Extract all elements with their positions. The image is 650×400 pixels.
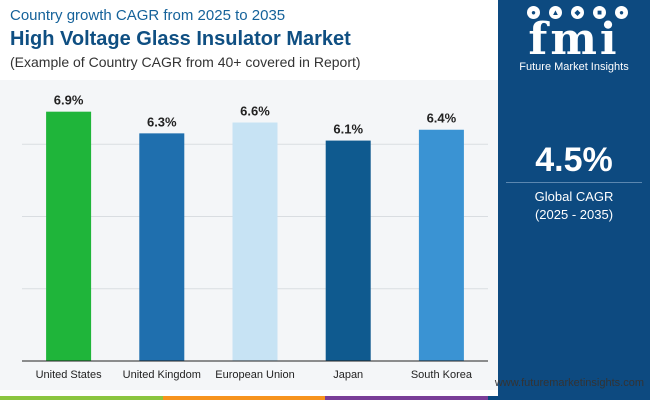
bar-japan: [325, 140, 371, 361]
data-label: 6.9%: [54, 93, 84, 108]
stripe-segment: [162, 396, 325, 400]
logo-mark: fmi: [528, 14, 620, 65]
website-link[interactable]: www.futuremarketinsights.com: [494, 377, 644, 389]
x-tick-label: European Union: [215, 369, 295, 381]
flask-icon: ■: [593, 6, 606, 19]
bottom-stripe: [0, 396, 650, 400]
cagr-divider: [506, 182, 642, 183]
chart-subtitle: Country growth CAGR from 2025 to 2035: [10, 7, 286, 24]
side-panel: ● ▲ ◆ ■ ● fmi Future Market Insights 4.5…: [498, 0, 650, 400]
chart-area: 6.9% United States 6.3% United Kingdom 6.6% E…: [0, 80, 498, 390]
data-label: 6.6%: [240, 104, 270, 119]
data-label: 6.1%: [333, 122, 363, 137]
car-icon: ▲: [549, 6, 562, 19]
x-tick-label: South Korea: [411, 369, 473, 381]
lightbulb-icon: ◆: [571, 6, 584, 19]
global-cagr-value: 4.5%: [535, 141, 613, 179]
bar-united-states: [46, 111, 92, 362]
x-tick-label: United Kingdom: [123, 369, 201, 381]
chart-title: High Voltage Glass Insulator Market: [10, 28, 351, 50]
bar-south-korea: [418, 129, 464, 361]
fmi-logo: ● ▲ ◆ ■ ● fmi Future Market Insights: [498, 6, 650, 74]
person-icon: ●: [615, 6, 628, 19]
data-label: 6.3%: [147, 114, 177, 129]
chart-note: (Example of Country CAGR from 40+ covere…: [10, 54, 361, 70]
global-cagr-label: Global CAGR: [534, 189, 614, 204]
stripe-segment: [0, 396, 163, 400]
logo-text: Future Market Insights: [519, 61, 629, 73]
header: Country growth CAGR from 2025 to 2035 Hi…: [10, 6, 490, 72]
bar-european-union: [232, 122, 278, 361]
data-label: 6.4%: [427, 111, 457, 126]
stripe-segment: [325, 396, 488, 400]
bar-united-kingdom: [139, 133, 185, 361]
globe-icon: ●: [527, 6, 540, 19]
x-tick-label: United States: [36, 369, 103, 381]
stripe-segment: [487, 396, 650, 400]
global-cagr-period: (2025 - 2035): [534, 207, 614, 222]
bar-chart: 6.9% United States 6.3% United Kingdom 6.6% E…: [22, 93, 488, 381]
logo-icons: ● ▲ ◆ ■ ●: [519, 6, 629, 20]
x-tick-label: Japan: [333, 369, 363, 381]
